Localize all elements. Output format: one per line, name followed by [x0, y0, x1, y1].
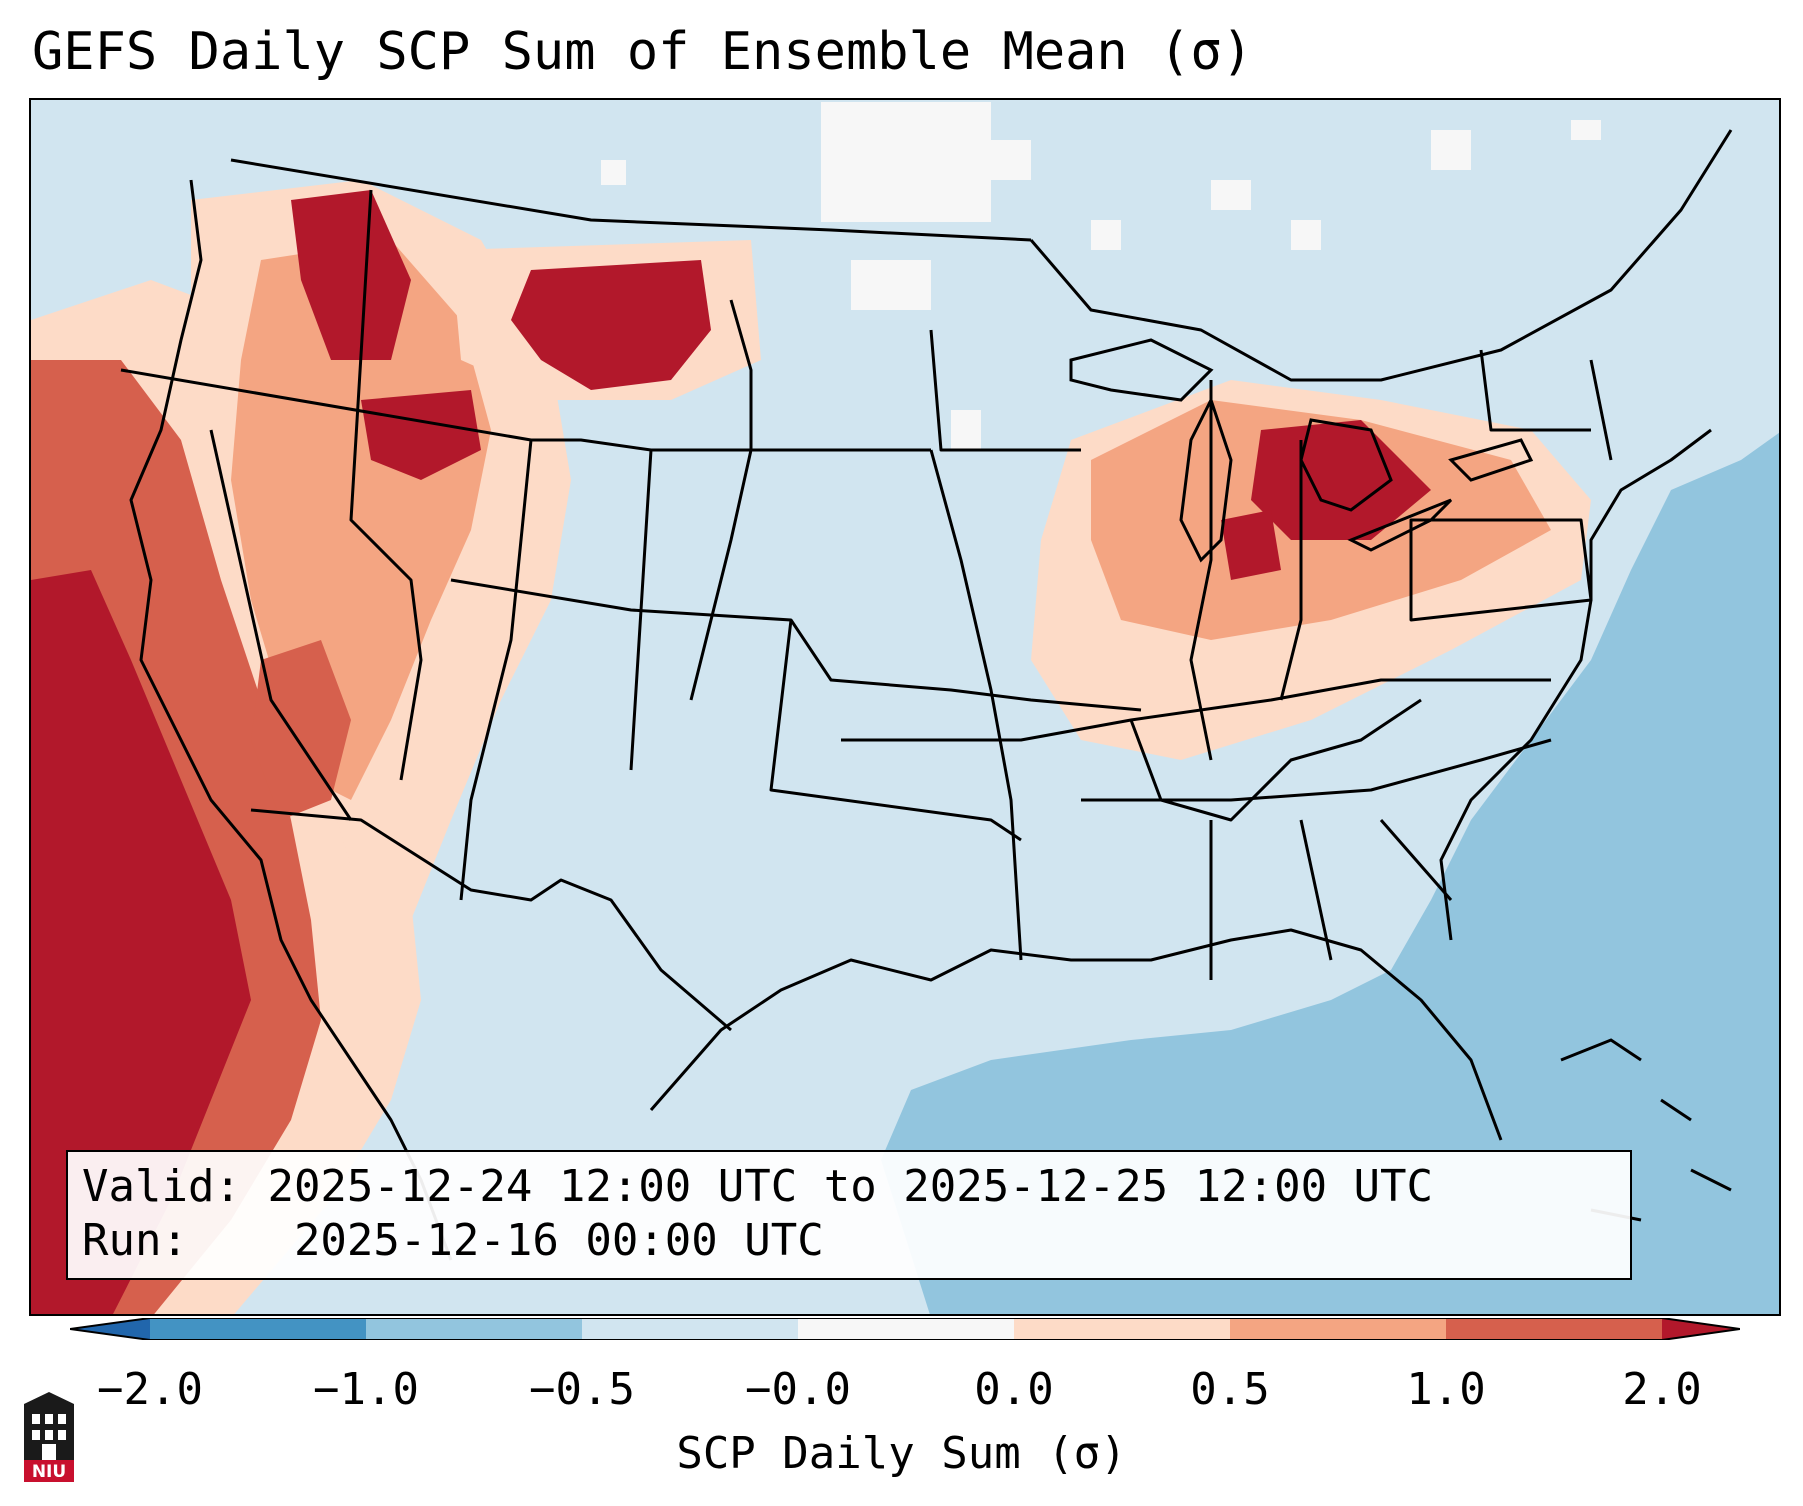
greatlakes-positive-strong: [1251, 420, 1431, 540]
run-label: Run:: [82, 1215, 188, 1266]
ocean-negative-field: [881, 432, 1779, 1314]
tick-label: 0.0: [974, 1364, 1054, 1415]
valid-value: 2025-12-24 12:00 UTC to 2025-12-25 12:00…: [267, 1161, 1434, 1212]
colorbar-label: SCP Daily Sum (σ): [676, 1428, 1127, 1479]
near-zero-speckles: [601, 102, 1601, 450]
chart-title: GEFS Daily SCP Sum of Ensemble Mean (σ): [32, 22, 1253, 82]
montana-positive-strong: [511, 260, 711, 390]
colorbar-bin-4: [798, 1318, 1014, 1340]
colorbar: [70, 1318, 1740, 1340]
great-lakes: [1069, 338, 1534, 563]
tick-label: −1.0: [313, 1364, 419, 1415]
tick-label: −0.0: [745, 1364, 851, 1415]
west-positive-strong-3: [251, 640, 351, 820]
valid-row: Valid: 2025-12-24 12:00 UTC to 2025-12-2…: [82, 1160, 1616, 1214]
gulf-coast: [649, 928, 1503, 1141]
colorbar-bin-2: [366, 1318, 582, 1340]
valid-label: Valid:: [82, 1161, 241, 1212]
scp-map: [31, 102, 1779, 1314]
tick-label: 0.5: [1190, 1364, 1270, 1415]
colorbar-extend-high: [1662, 1318, 1740, 1340]
tick-label: 1.0: [1406, 1364, 1486, 1415]
greatlakes-positive-strong-2: [1221, 510, 1281, 580]
pacific-positive-strong: [31, 570, 251, 1314]
validity-infobox: Valid: 2025-12-24 12:00 UTC to 2025-12-2…: [66, 1150, 1632, 1280]
west-positive-strong-1: [291, 190, 411, 360]
tick-label: 2.0: [1622, 1364, 1702, 1415]
niu-logo-icon: [24, 1392, 74, 1482]
niu-logo-text: NIU: [31, 1462, 67, 1482]
colorbar-bin-3: [582, 1318, 798, 1340]
atlantic-coast: [1439, 428, 1712, 941]
map-panel[interactable]: [29, 98, 1781, 1316]
coastline-west: [129, 179, 453, 1261]
colorbar-bin-6: [1230, 1318, 1446, 1340]
colorbar-bin-5: [1014, 1318, 1230, 1340]
canada-border: [230, 158, 1032, 242]
west-positive-strong-2: [361, 390, 481, 480]
boundaries: [120, 129, 1733, 1261]
tick-label: −2.0: [97, 1364, 203, 1415]
run-value: 2025-12-16 00:00 UTC: [293, 1215, 824, 1266]
mexico-border: [250, 808, 732, 1032]
colorbar-bin-7: [1446, 1318, 1662, 1340]
run-row: Run: 2025-12-16 00:00 UTC: [82, 1214, 1616, 1268]
canada-border-east: [1029, 129, 1733, 382]
colorbar-extend-low: [70, 1318, 150, 1340]
colorbar-bin-1: [150, 1318, 366, 1340]
tick-label: −0.5: [529, 1364, 635, 1415]
